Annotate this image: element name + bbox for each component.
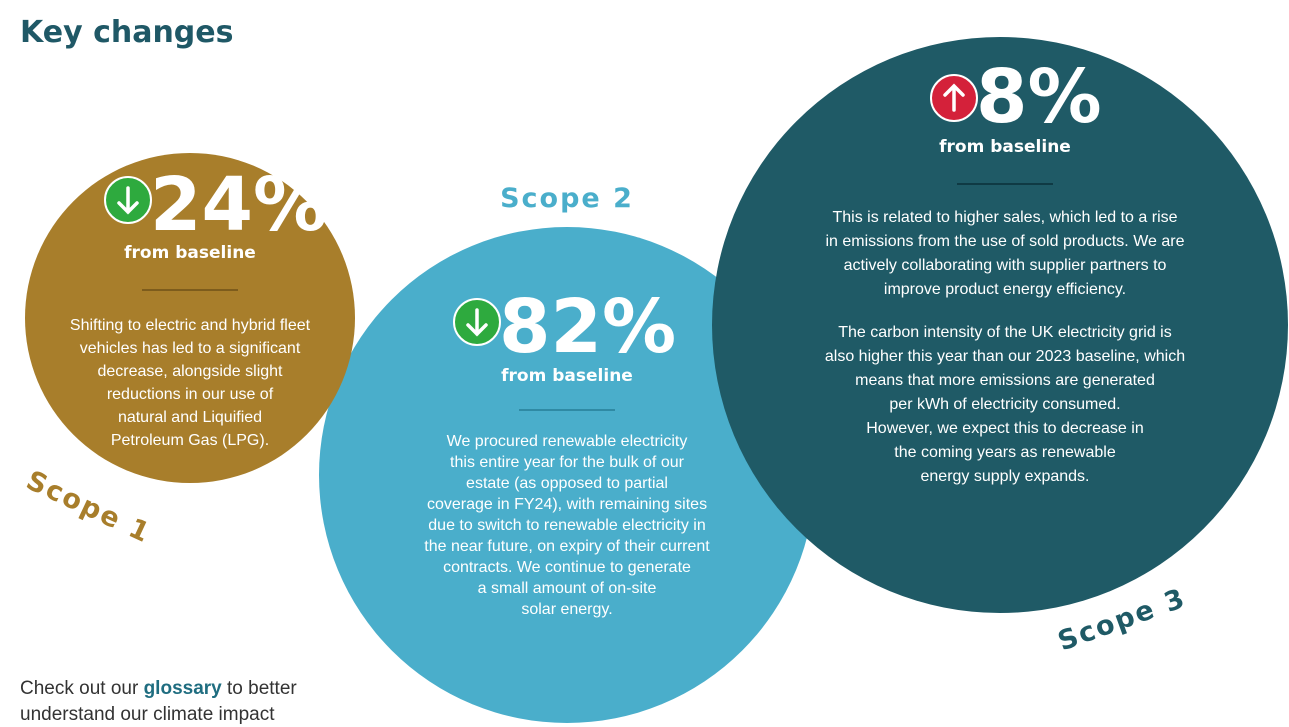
body-line: actively collaborating with supplier par… — [844, 257, 1167, 274]
body-line: means that more emissions are generated — [855, 372, 1155, 389]
body-line: per kWh of electricity consumed. — [889, 396, 1120, 413]
scope-label: Scope 2 — [500, 183, 634, 214]
body-line: the near future, on expiry of their curr… — [424, 538, 710, 555]
caption: from baseline — [124, 243, 256, 263]
title: Key changes — [20, 15, 234, 50]
change-value: 82% — [499, 284, 676, 370]
body-line: also higher this year than our 2023 base… — [825, 348, 1185, 365]
body-line: coverage in FY24), with remaining sites — [427, 496, 707, 513]
body-line: The carbon intensity of the UK electrici… — [838, 324, 1171, 341]
body-line: reductions in our use of — [107, 386, 274, 403]
change-value: 8% — [976, 54, 1102, 140]
caption: from baseline — [939, 137, 1071, 157]
scope-label: Scope 1 — [21, 465, 155, 550]
glossary-link[interactable]: glossary — [144, 678, 223, 699]
body-line: improve product energy efficiency. — [884, 281, 1126, 298]
body-line: energy supply expands. — [921, 468, 1090, 485]
change-value: 24% — [150, 162, 327, 248]
body-line: solar energy. — [521, 601, 612, 618]
scope-3-circle — [712, 37, 1288, 613]
body-line: contracts. We continue to generate — [443, 559, 691, 576]
body-line: this entire year for the bulk of our — [450, 454, 685, 471]
body-line: due to switch to renewable electricity i… — [428, 517, 705, 534]
body-line: This is related to higher sales, which l… — [832, 209, 1177, 226]
body-line: vehicles has led to a significant — [80, 340, 301, 357]
body-line: a small amount of on-site — [478, 580, 657, 597]
caption: from baseline — [501, 366, 633, 386]
body-line: estate (as opposed to partial — [466, 475, 668, 492]
body-line: the coming years as renewable — [894, 444, 1116, 461]
body-line: in emissions from the use of sold produc… — [826, 233, 1185, 250]
body-line: We procured renewable electricity — [447, 433, 688, 450]
body-line: Shifting to electric and hybrid fleet — [70, 317, 311, 334]
down-icon — [104, 176, 152, 224]
footer-text: Check out our — [20, 678, 144, 699]
down-icon — [453, 298, 501, 346]
footer-line: Check out our glossary to better — [20, 678, 297, 699]
footer-line: understand our climate impact — [20, 704, 275, 725]
footer-text: to better — [222, 678, 298, 699]
up-icon — [930, 74, 978, 122]
body-line: natural and Liquified — [118, 409, 262, 426]
body-line: Petroleum Gas (LPG). — [111, 432, 269, 449]
scope-1-circle — [25, 153, 355, 483]
scope-2-circle — [319, 227, 815, 723]
body-line: However, we expect this to decrease in — [866, 420, 1143, 437]
body-line: decrease, alongside slight — [97, 363, 283, 380]
